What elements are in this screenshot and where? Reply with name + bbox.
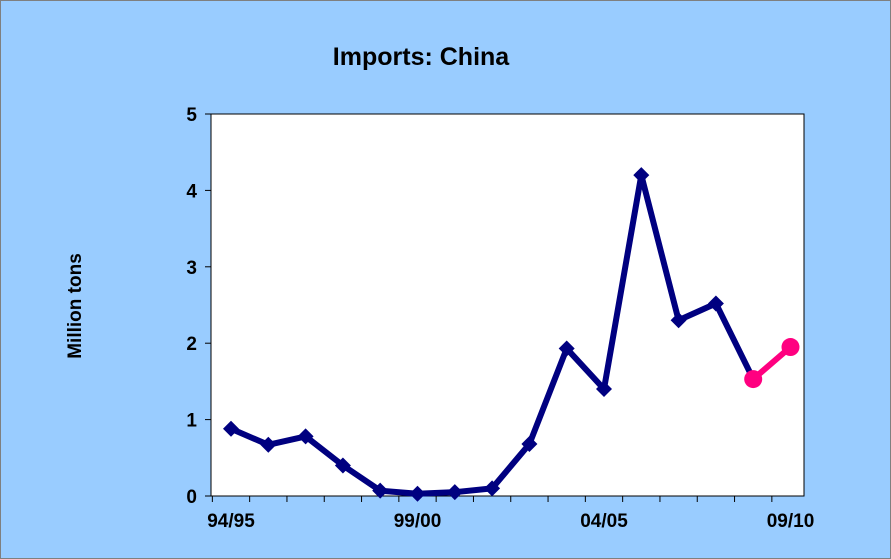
data-point: [781, 338, 800, 357]
x-tick-label: 99/00: [394, 511, 442, 532]
series-projection: [744, 338, 800, 389]
data-point: [334, 457, 351, 474]
data-point: [260, 436, 277, 453]
data-point: [446, 484, 463, 501]
y-tick-label: 4: [186, 181, 197, 202]
data-point: [521, 436, 538, 453]
series-layer: [223, 167, 800, 502]
axes: 0 1 2 3 4 5 94/95 99/00 04/05 09/10: [186, 105, 814, 532]
data-point: [484, 480, 501, 497]
data-point: [297, 428, 314, 445]
y-axis-label: Million tons: [65, 253, 86, 359]
data-point: [372, 482, 389, 499]
data-point: [744, 370, 763, 389]
data-point: [707, 295, 724, 312]
data-point: [633, 167, 650, 184]
y-tick-label: 0: [186, 487, 197, 508]
data-point: [670, 312, 687, 329]
y-tick-label: 2: [186, 334, 197, 355]
y-tick-label: 3: [186, 258, 197, 279]
x-tick-label: 94/95: [207, 511, 255, 532]
chart-title: Imports: China: [333, 43, 510, 71]
y-tick-label: 5: [186, 105, 197, 126]
data-point: [596, 381, 612, 398]
y-tick-label: 1: [186, 411, 197, 432]
data-point: [409, 485, 426, 502]
x-tick-label: 09/10: [767, 511, 815, 532]
data-point: [223, 420, 239, 437]
x-tick-label: 04/05: [580, 511, 628, 532]
plot-area: [210, 113, 805, 497]
data-point: [558, 340, 575, 357]
